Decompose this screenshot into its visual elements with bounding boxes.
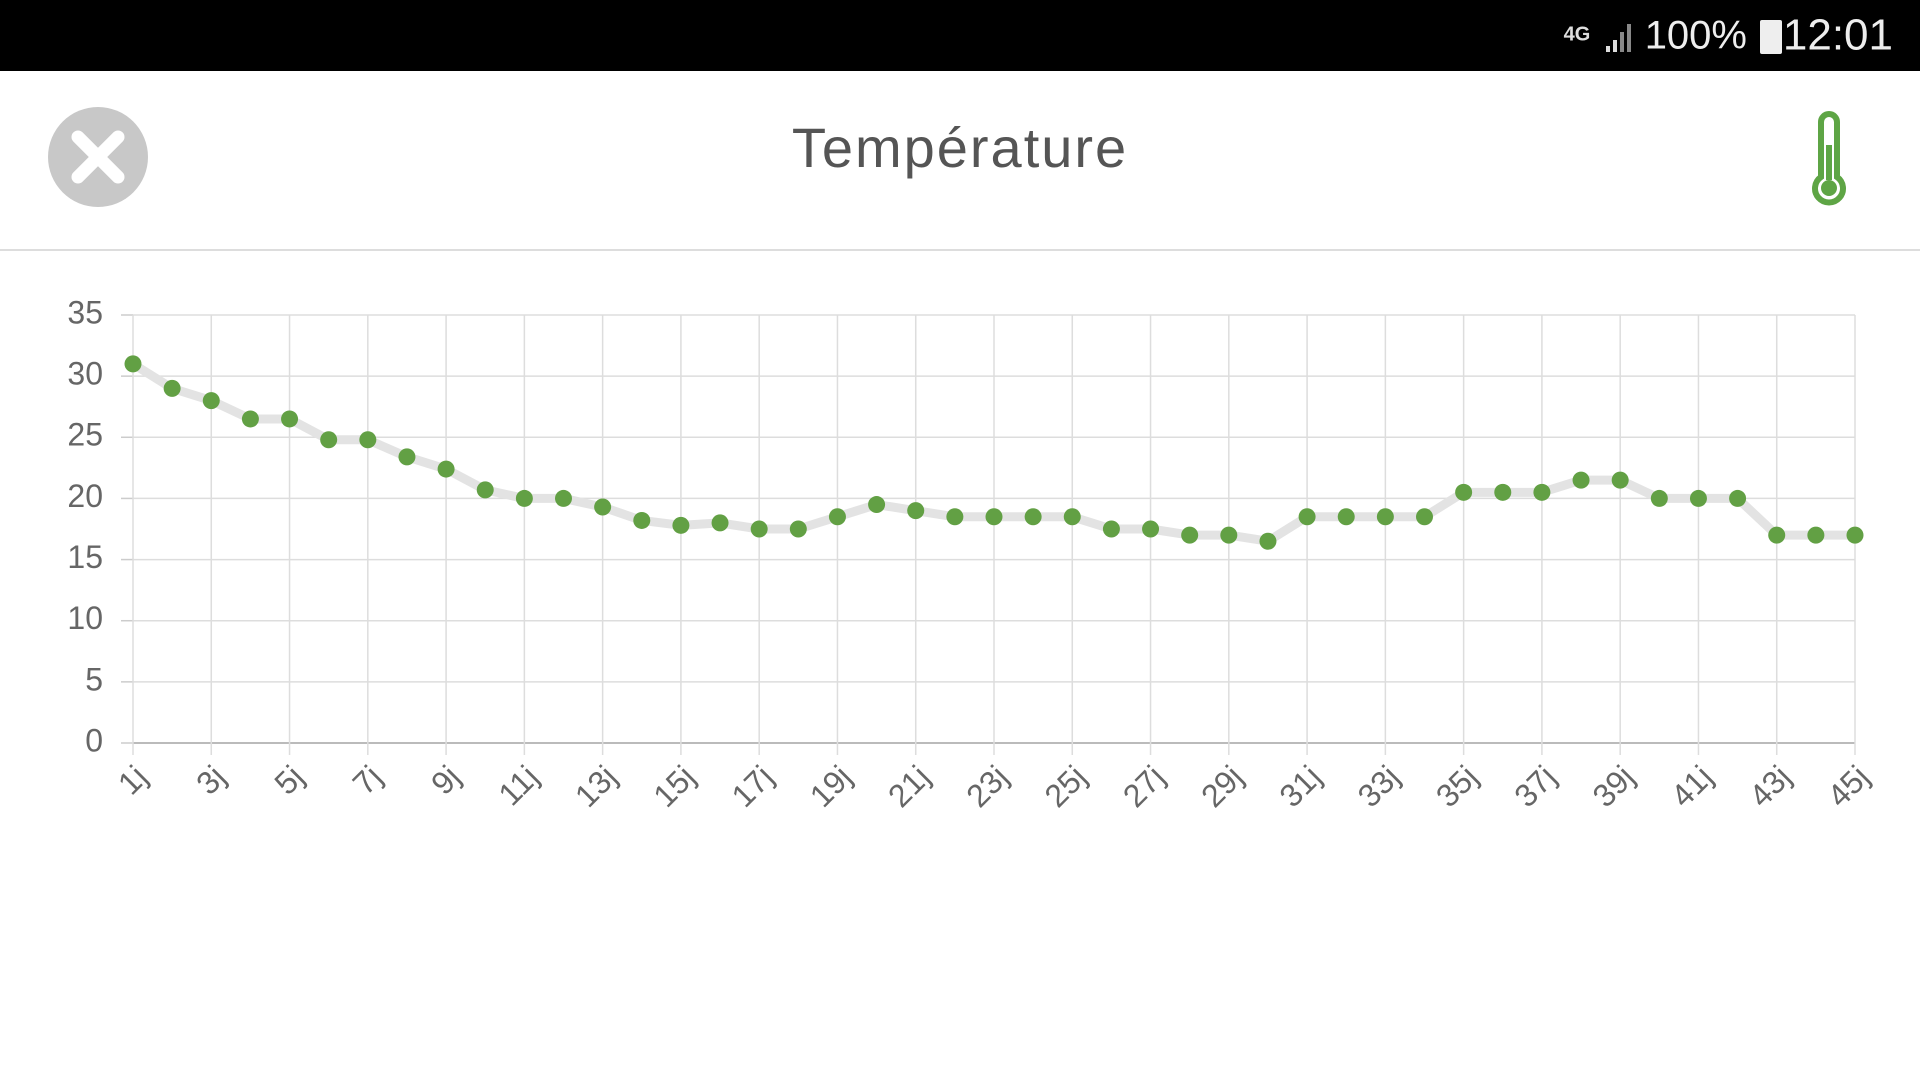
point [202,392,220,410]
close-button[interactable] [48,107,148,207]
battery-percent: 100% [1645,14,1747,58]
point [437,460,455,478]
point [750,520,768,538]
x-tick-label: 39j [1585,758,1641,814]
x-tick-label: 41j [1664,758,1720,814]
y-tick-label: 0 [85,722,103,758]
signal-icon [1606,24,1631,52]
x-tick-label: 7j [346,758,389,801]
close-x[interactable] [71,130,125,184]
point [124,355,142,373]
chart: 0 5 10 15 20 25 30 35 1j 3j 5j 7j 9j 11j 13j 15j 17j 19j 2… [67,294,1876,814]
x-tick-label: 19j [803,758,859,814]
network-label: 4G [1564,23,1591,45]
x-tick-label: 3j [189,758,232,801]
x-tick-label: 5j [267,758,310,801]
point [1181,526,1199,544]
x-tick-label: 29j [1194,758,1250,814]
clock: 12:01 [1783,11,1893,60]
point [1416,508,1433,526]
point [515,489,533,507]
x-tick-label: 1j [111,758,154,801]
point [1768,526,1786,544]
x-tick-label: 43j [1742,758,1798,814]
point [907,502,925,520]
point [1533,483,1551,501]
x-tick-label: 31j [1272,758,1328,814]
point [1376,508,1394,526]
point [672,516,690,534]
point [1063,508,1081,526]
x-tick-label: 35j [1429,758,1485,814]
x-tick-label: 11j [491,758,545,812]
x-tick-label: 33j [1351,758,1407,814]
page-title: Température [792,116,1128,179]
x-tick-label: 9j [424,758,467,801]
point [1298,508,1316,526]
y-tick-label: 10 [67,600,103,636]
point [476,481,494,499]
y-tick-label: 35 [67,294,103,330]
x-tick-label: 45j [1820,758,1876,814]
point [1650,489,1668,507]
point [555,489,572,507]
point [594,498,612,516]
point [1102,520,1120,538]
x-tick-label: 15j [646,758,702,814]
point [163,379,181,397]
point [320,431,338,449]
point [281,410,299,428]
point [828,508,846,526]
x-tick-label: 21j [881,758,937,814]
y-tick-label: 30 [67,356,103,392]
x-tick-label: 13j [568,758,624,814]
point [1807,526,1825,544]
x-tick-label: 17j [724,758,780,814]
point [789,520,807,538]
battery-icon [1760,20,1782,54]
point [1572,471,1590,489]
point [1024,508,1042,526]
point [241,410,259,428]
point [1729,489,1747,507]
point [633,511,651,529]
point [1455,483,1473,501]
point [1611,471,1629,489]
point [1846,526,1864,544]
point [1259,532,1277,550]
x-tick-label: 37j [1507,758,1563,814]
point [1494,483,1512,501]
x-tick-label: 25j [1038,758,1094,814]
status-bar [0,0,1920,71]
y-tick-label: 25 [67,417,103,453]
x-tick-label: 27j [1116,758,1172,814]
point [1337,508,1355,526]
point [868,496,886,514]
point [711,514,729,532]
point [1220,526,1238,544]
y-tick-label: 20 [67,478,103,514]
point [1689,489,1707,507]
point [398,448,416,466]
thermometer-icon [1812,111,1846,206]
point [946,508,964,526]
x-tick-label: 23j [959,758,1015,814]
point [359,431,377,449]
point [1142,520,1160,538]
y-tick-label: 5 [85,661,103,697]
y-tick-label: 15 [67,539,103,575]
point [985,508,1003,526]
